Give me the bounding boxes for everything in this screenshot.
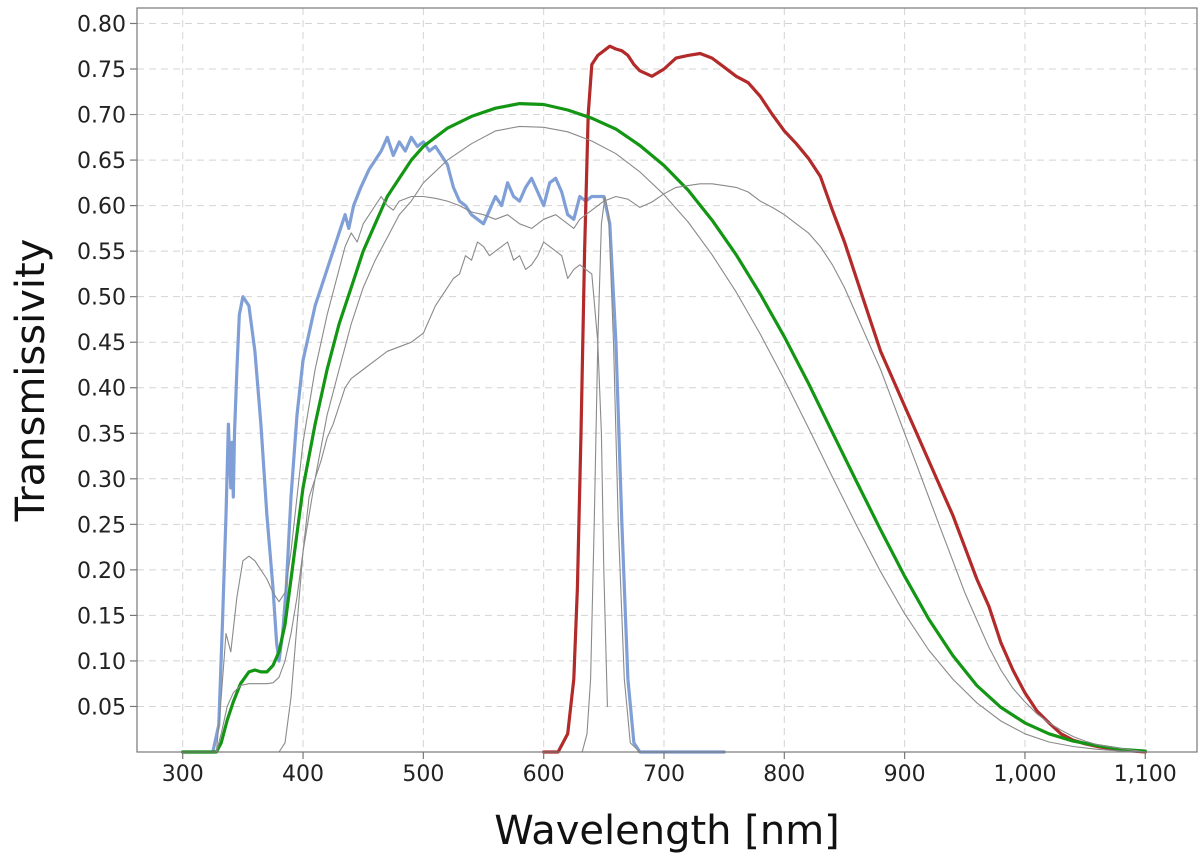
y-tick-label: 0.60 [77,195,126,220]
y-tick-label: 0.15 [77,604,126,629]
y-tick-label: 0.35 [77,422,126,447]
ticks: 300 400 500 600 700 800 900 1,000 1,100 0.05 0.10 0… [77,12,1177,787]
x-tick-label: 500 [402,762,444,787]
y-tick-label: 0.25 [77,513,126,538]
x-tick-label: 800 [763,762,805,787]
y-axis-title: Transmissivity [8,239,54,523]
y-tick-label: 0.05 [77,695,126,720]
x-tick-label: 1,000 [993,762,1056,787]
series-line-3 [181,102,1147,754]
x-tick-label: 600 [523,762,565,787]
y-tick-label: 0.80 [77,12,126,37]
y-tick-label: 0.75 [77,58,126,83]
y-tick-label: 0.40 [77,377,126,402]
x-tick-label: 300 [162,762,204,787]
series-line-7 [567,195,641,753]
series-line-1 [181,135,726,754]
x-tick-label: 700 [643,762,685,787]
series-line-4 [182,183,1146,753]
y-tick-label: 0.55 [77,240,126,265]
y-tick-label: 0.45 [77,331,126,356]
series-line-6 [182,241,608,753]
y-tick-label: 0.30 [77,468,126,493]
x-tick-label: 900 [884,762,926,787]
y-tick-label: 0.10 [77,650,126,675]
y-tick-label: 0.70 [77,104,126,129]
series-line-2 [542,44,1147,754]
y-tick-label: 0.20 [77,559,126,584]
grid [137,8,1197,752]
y-tick-label: 0.50 [77,286,126,311]
x-tick-label: 400 [282,762,324,787]
plot-frame [136,7,1198,753]
series-line-5 [182,125,1146,753]
series-layer [181,44,1147,754]
x-tick-label: 1,100 [1114,762,1177,787]
y-tick-label: 0.65 [77,149,126,174]
x-axis-title: Wavelength [nm] [494,808,840,854]
